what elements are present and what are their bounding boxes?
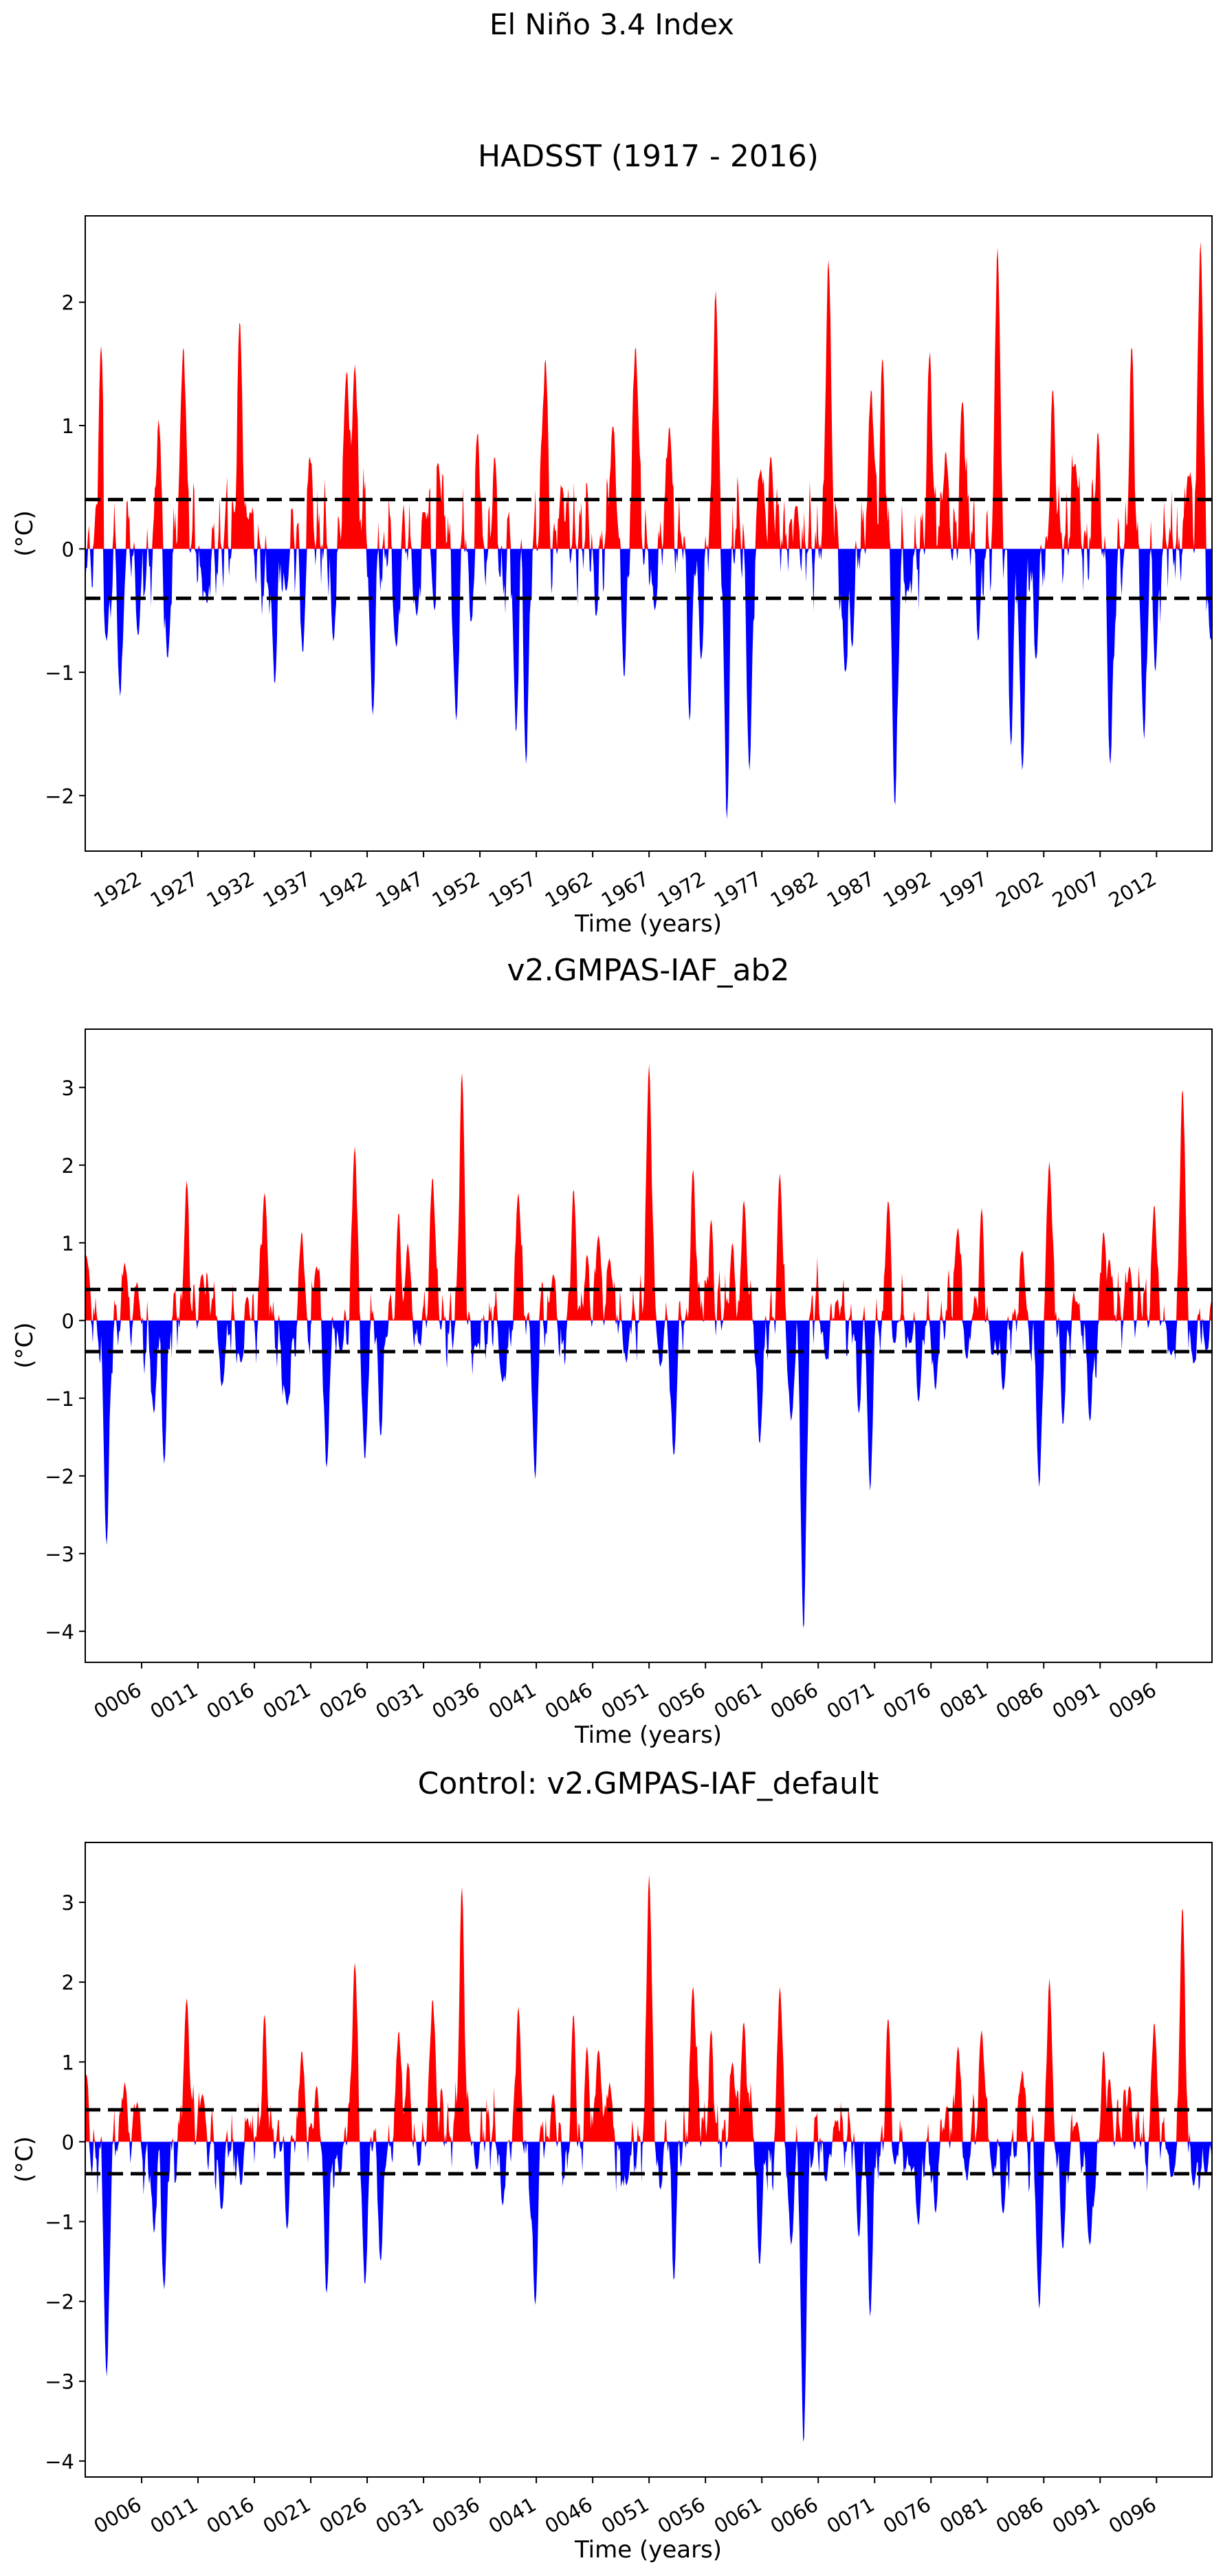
y-tick-label: −1 — [45, 1387, 74, 1411]
y-tick-label: −4 — [45, 2450, 74, 2474]
panel-title-control: Control: v2.GMPAS-IAF_default — [418, 1766, 879, 1801]
y-tick-label: −2 — [45, 1465, 74, 1488]
x-axis-label-hadsst: Time (years) — [574, 910, 722, 938]
y-tick-label: 2 — [62, 1154, 74, 1178]
panel-hadsst: HADSST (1917 - 2016) (°C) Time (years) −… — [11, 139, 1213, 938]
y-tick-label: 1 — [62, 1232, 74, 1255]
y-tick-label: 0 — [62, 2131, 74, 2154]
series-positive-anomaly — [85, 241, 1212, 549]
series-positive-anomaly — [85, 1874, 1212, 2142]
y-axis-label-hadsst: (°C) — [11, 510, 38, 556]
panel-title-ab2: v2.GMPAS-IAF_ab2 — [507, 953, 790, 988]
plot-area — [85, 241, 1212, 820]
y-tick-label: 1 — [62, 2051, 74, 2074]
y-tick-label: 0 — [62, 538, 74, 561]
y-tick-label: −4 — [45, 1620, 74, 1644]
y-tick-label: −1 — [45, 2210, 74, 2234]
series-positive-anomaly — [85, 1064, 1212, 1321]
figure-suptitle: El Niño 3.4 Index — [489, 8, 734, 41]
y-tick-label: 2 — [62, 291, 74, 315]
x-axis-label-ab2: Time (years) — [574, 1721, 722, 1749]
y-tick-label: −3 — [45, 1543, 74, 1566]
series-negative-anomaly — [85, 2142, 1212, 2442]
y-tick-label: 3 — [62, 1077, 74, 1100]
series-negative-anomaly — [85, 1320, 1212, 1629]
y-tick-label: 0 — [62, 1310, 74, 1333]
y-tick-label: −2 — [45, 2291, 74, 2314]
y-tick-label: −2 — [45, 784, 74, 808]
x-axis-label-control: Time (years) — [574, 2536, 722, 2564]
y-axis-label-control: (°C) — [11, 2136, 38, 2182]
panel-title-hadsst: HADSST (1917 - 2016) — [478, 139, 819, 174]
plot-area — [85, 1064, 1212, 1629]
y-axis-label-ab2: (°C) — [11, 1322, 38, 1368]
y-tick-label: 3 — [62, 1891, 74, 1915]
plot-area — [85, 1874, 1212, 2442]
y-tick-label: −3 — [45, 2370, 74, 2394]
series-negative-anomaly — [85, 549, 1212, 820]
y-tick-label: 1 — [62, 415, 74, 438]
y-tick-label: −1 — [45, 661, 74, 685]
y-tick-label: 2 — [62, 1971, 74, 1994]
